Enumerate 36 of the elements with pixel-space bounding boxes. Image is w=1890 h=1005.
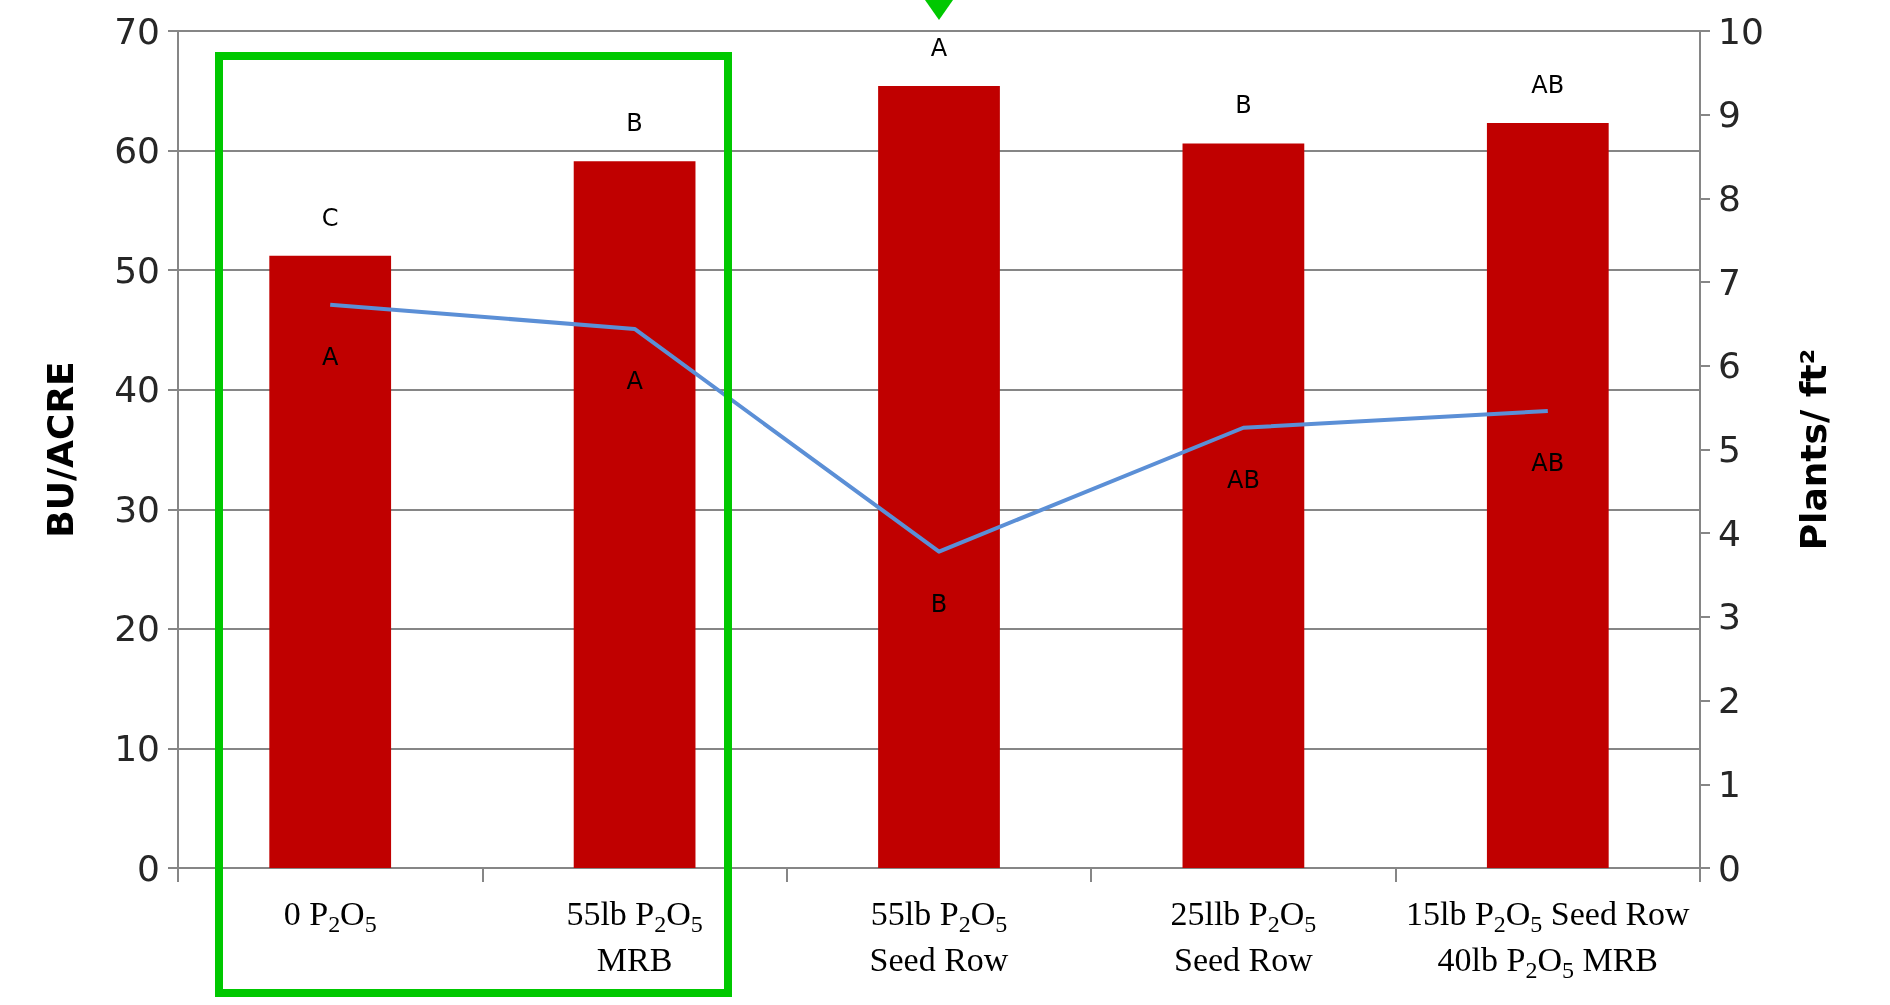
y-axis-title: BU/ACRE	[39, 361, 81, 538]
y2-tick-label: 4	[1718, 512, 1741, 554]
bar	[878, 86, 1000, 868]
bar	[573, 161, 696, 868]
data-label: AB	[1226, 465, 1260, 494]
y2-tick-label: 9	[1718, 94, 1741, 136]
data-label: C	[321, 203, 339, 232]
data-label: AB	[1531, 71, 1565, 100]
y2-tick-label: 7	[1718, 261, 1741, 303]
bar	[269, 255, 392, 868]
y-tick-label: 0	[137, 847, 160, 889]
y-tick-label: 20	[114, 608, 160, 650]
y-tick-label: 60	[114, 130, 160, 172]
y2-tick-label: 2	[1718, 680, 1741, 722]
data-label: B	[930, 589, 948, 618]
bar	[1486, 123, 1609, 868]
bar	[1182, 143, 1305, 868]
data-label: A	[321, 342, 339, 371]
y-tick-label: 40	[114, 369, 160, 411]
y2-axis-title: Plants/ ft²	[1792, 348, 1834, 551]
y2-tick-label: 3	[1718, 596, 1741, 638]
y2-tick-label: 1	[1718, 763, 1741, 805]
y-tick-label: 10	[114, 727, 160, 769]
y-tick-label: 30	[114, 488, 160, 530]
data-label: B	[1235, 91, 1252, 120]
y-tick-label: 70	[114, 10, 160, 52]
data-label: AB	[1531, 449, 1565, 477]
y2-tick-label: 10	[1718, 10, 1764, 52]
y2-tick-label: 8	[1718, 177, 1741, 219]
y-tick-label: 50	[114, 249, 160, 291]
y2-tick-label: 6	[1718, 345, 1741, 387]
y2-tick-label: 0	[1718, 847, 1741, 889]
data-label: B	[626, 109, 643, 138]
y2-tick-label: 5	[1718, 429, 1741, 470]
data-label: A	[930, 34, 948, 62]
data-label: A	[626, 366, 644, 395]
